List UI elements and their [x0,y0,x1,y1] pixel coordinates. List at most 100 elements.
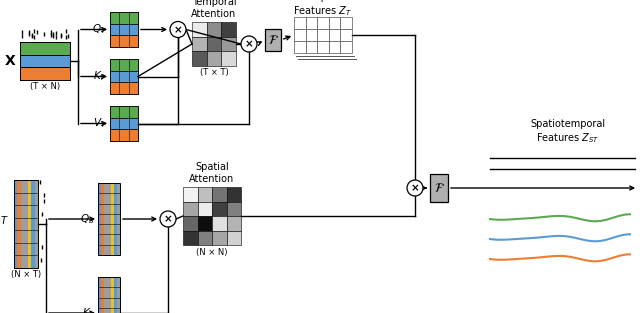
Bar [117,277,120,313]
Text: (T × T): (T × T) [200,69,228,78]
Text: X: X [4,54,15,68]
Bar [192,37,207,51]
Circle shape [407,180,423,196]
Circle shape [160,211,176,227]
Bar [114,277,117,313]
Text: ×: × [411,183,419,193]
Bar [114,183,117,255]
Bar [20,42,70,80]
Text: $K_T$: $K_T$ [93,69,107,83]
Bar [17,180,21,268]
Bar [212,230,227,245]
Bar [98,277,120,313]
Bar [430,174,448,202]
Bar [110,59,138,94]
Bar [221,22,236,37]
Bar [110,82,138,94]
Bar [117,183,120,255]
Bar [306,29,317,41]
Bar [183,187,198,202]
Bar [104,183,108,255]
Bar [192,22,207,37]
Text: $Q_T$: $Q_T$ [92,23,107,36]
Bar [227,230,241,245]
Text: $X^T$: $X^T$ [0,215,9,233]
Bar [98,183,101,255]
Bar [227,202,241,216]
Text: ×: × [244,39,253,49]
Bar [110,24,138,35]
Bar [221,51,236,66]
Bar [98,277,101,313]
Text: $\mathcal{F}$: $\mathcal{F}$ [433,182,444,194]
Text: (T × N): (T × N) [30,83,60,91]
Text: Temporal
Attention: Temporal Attention [191,0,237,19]
Bar [198,187,212,202]
Bar [110,118,138,129]
Bar [340,29,352,41]
Text: (N × N): (N × N) [196,248,228,256]
Bar [294,29,306,41]
Bar [294,17,306,29]
Bar [198,202,212,216]
Bar [110,59,138,71]
Text: ×: × [164,214,172,224]
Bar [340,17,352,29]
Text: (N × T): (N × T) [11,270,41,280]
Bar [14,180,38,268]
Bar [20,42,70,55]
Bar [110,71,138,82]
Bar [306,17,317,29]
Bar [111,277,114,313]
Bar [207,37,221,51]
Bar [110,12,138,47]
Text: $V_T$: $V_T$ [93,117,107,131]
Bar [110,129,138,141]
Bar [317,29,329,41]
Bar [329,29,340,41]
Bar [329,17,340,29]
Text: $Q_S$: $Q_S$ [81,212,95,226]
Bar [212,216,227,230]
Bar [183,202,198,216]
Bar [306,41,317,53]
Bar [110,106,138,118]
Bar [110,12,138,24]
Bar [35,180,38,268]
Text: ×: × [173,25,182,35]
Bar [198,216,212,230]
Bar [110,106,138,141]
Bar [340,41,352,53]
Bar [101,277,104,313]
Bar [14,180,17,268]
Bar [227,187,241,202]
Bar [317,17,329,29]
Bar [329,41,340,53]
Bar [212,202,227,216]
Bar [104,277,108,313]
Bar [183,230,198,245]
Bar [20,67,70,80]
Bar [28,180,31,268]
Bar [108,183,111,255]
Bar [21,180,24,268]
Bar [98,183,120,255]
Bar [221,37,236,51]
Bar [212,187,227,202]
Bar [192,51,207,66]
Bar [108,277,111,313]
Circle shape [170,22,186,38]
Bar [198,230,212,245]
Bar [24,180,28,268]
Text: Temporal
Features $Z_T$: Temporal Features $Z_T$ [294,0,353,18]
Text: Spatiotemporal
Features $Z_{ST}$: Spatiotemporal Features $Z_{ST}$ [531,119,605,146]
Circle shape [241,36,257,52]
Bar [101,183,104,255]
Bar [207,51,221,66]
Bar [183,216,198,230]
Text: $K_S$: $K_S$ [82,306,95,313]
Text: $\mathcal{F}$: $\mathcal{F}$ [268,33,278,47]
Bar [227,216,241,230]
Text: Spatial
Attention: Spatial Attention [189,162,235,184]
Bar [294,41,306,53]
